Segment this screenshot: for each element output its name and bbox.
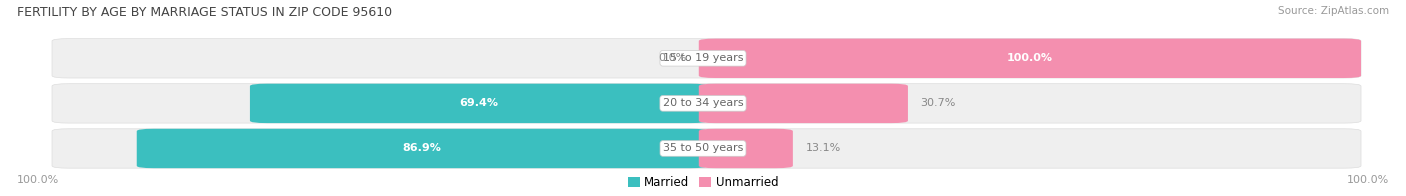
Text: FERTILITY BY AGE BY MARRIAGE STATUS IN ZIP CODE 95610: FERTILITY BY AGE BY MARRIAGE STATUS IN Z… bbox=[17, 6, 392, 19]
Text: 100.0%: 100.0% bbox=[1007, 53, 1053, 63]
Text: 35 to 50 years: 35 to 50 years bbox=[662, 143, 744, 153]
Text: 0.0%: 0.0% bbox=[658, 53, 686, 63]
Text: 69.4%: 69.4% bbox=[460, 98, 498, 108]
Legend: Married, Unmarried: Married, Unmarried bbox=[623, 171, 783, 193]
Text: 86.9%: 86.9% bbox=[402, 143, 441, 153]
Text: 20 to 34 years: 20 to 34 years bbox=[662, 98, 744, 108]
Text: Source: ZipAtlas.com: Source: ZipAtlas.com bbox=[1278, 6, 1389, 16]
Text: 15 to 19 years: 15 to 19 years bbox=[662, 53, 744, 63]
Text: 13.1%: 13.1% bbox=[806, 143, 841, 153]
Text: 100.0%: 100.0% bbox=[17, 175, 59, 185]
Text: 30.7%: 30.7% bbox=[921, 98, 956, 108]
Text: 100.0%: 100.0% bbox=[1347, 175, 1389, 185]
